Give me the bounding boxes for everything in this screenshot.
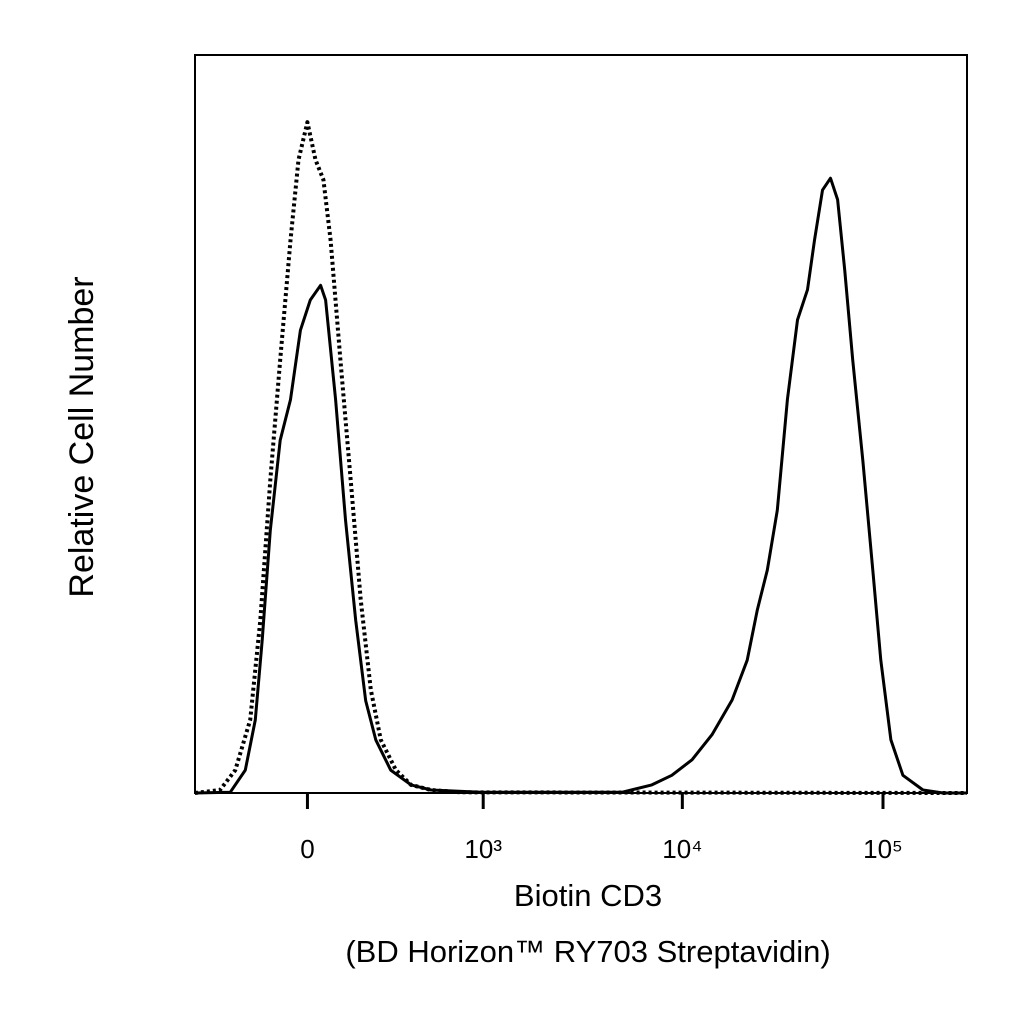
x-tick-label: 10³ (464, 834, 502, 864)
x-tick-label: 0 (300, 834, 314, 864)
x-tick-label: 10⁴ (662, 834, 702, 864)
histogram-line (194, 120, 968, 795)
y-axis-label: Relative Cell Number (63, 276, 101, 597)
x-axis-label: (BD Horizon™ RY703 Streptavidin) (345, 934, 830, 969)
x-tick-label: 10⁵ (863, 834, 903, 864)
x-axis-label: Biotin CD3 (514, 878, 662, 913)
plot-frame (194, 54, 968, 794)
histogram-line (194, 176, 967, 795)
